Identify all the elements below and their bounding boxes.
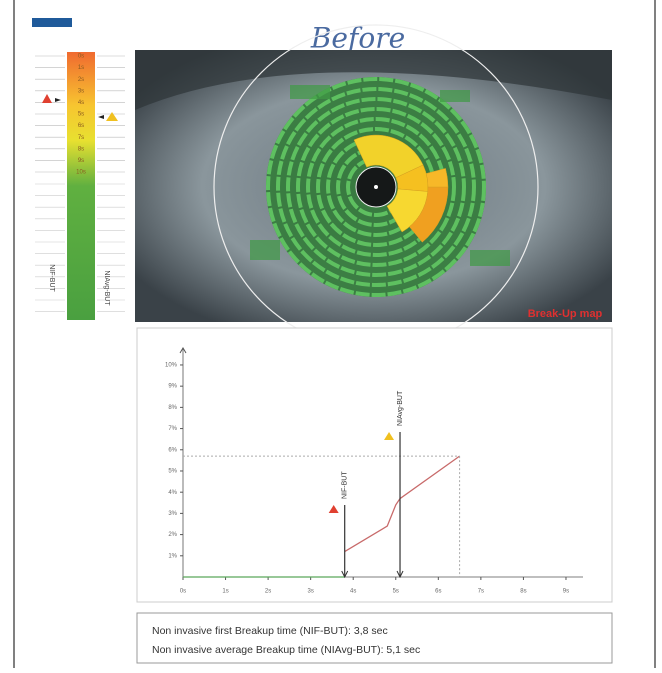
scale-label: 3s	[78, 88, 84, 94]
y-tick-label: 4%	[168, 490, 177, 496]
pointer	[55, 98, 61, 102]
y-tick-label: 1%	[168, 553, 177, 559]
x-tick-label: 4s	[350, 589, 356, 595]
x-tick-label: 2s	[265, 589, 271, 595]
x-tick-label: 1s	[222, 589, 228, 595]
scale-label: 6s	[78, 123, 84, 129]
scale-label: 1s	[78, 65, 84, 71]
document: Before 0s1s2s3s4s5s6s7s8s9s10s NIF-BUT N…	[0, 0, 662, 673]
x-tick-label: 8s	[520, 589, 526, 595]
page: Before 0s1s2s3s4s5s6s7s8s9s10s NIF-BUT N…	[0, 0, 662, 673]
scale-side-label: NIAvg-BUT	[103, 270, 110, 306]
scale-label: 5s	[78, 112, 84, 118]
green-patch	[290, 85, 330, 99]
marker-label: NIF-BUT	[342, 471, 349, 499]
scale-label: 7s	[78, 135, 84, 141]
x-tick-label: 5s	[393, 589, 399, 595]
x-tick-label: 6s	[435, 589, 441, 595]
green-patch	[250, 240, 280, 260]
y-tick-label: 10%	[165, 363, 178, 369]
result-text: Non invasive first Breakup time (NIF-BUT…	[152, 625, 388, 637]
result-text: Non invasive average Breakup time (NIAvg…	[152, 644, 420, 656]
scale-label: 8s	[78, 146, 84, 152]
x-tick-label: 7s	[478, 589, 484, 595]
chart-box	[137, 328, 612, 602]
logo-bar	[32, 18, 72, 27]
pointer	[98, 115, 104, 119]
scale-label: 10s	[76, 170, 86, 176]
scale-label: 4s	[78, 100, 84, 106]
center	[374, 185, 378, 189]
y-tick-label: 7%	[168, 426, 177, 432]
warning-icon	[106, 112, 118, 121]
y-tick-label: 8%	[168, 405, 177, 411]
x-tick-label: 9s	[563, 589, 569, 595]
y-tick-label: 9%	[168, 384, 177, 390]
y-tick-label: 2%	[168, 532, 177, 538]
map-label: Break-Up map	[528, 308, 603, 320]
x-tick-label: 0s	[180, 589, 186, 595]
marker-label: NIAvg-BUT	[397, 390, 404, 426]
warning-icon	[42, 94, 52, 103]
scale-side-label: NIF-BUT	[48, 264, 55, 292]
green-patch	[470, 250, 510, 266]
y-tick-label: 5%	[168, 469, 177, 475]
scale-label: 0s	[78, 54, 84, 60]
scale-label: 2s	[78, 77, 84, 83]
y-tick-label: 6%	[168, 447, 177, 453]
y-tick-label: 3%	[168, 511, 177, 517]
green-patch	[440, 90, 470, 102]
scale-label: 9s	[78, 158, 84, 164]
x-tick-label: 3s	[307, 589, 313, 595]
